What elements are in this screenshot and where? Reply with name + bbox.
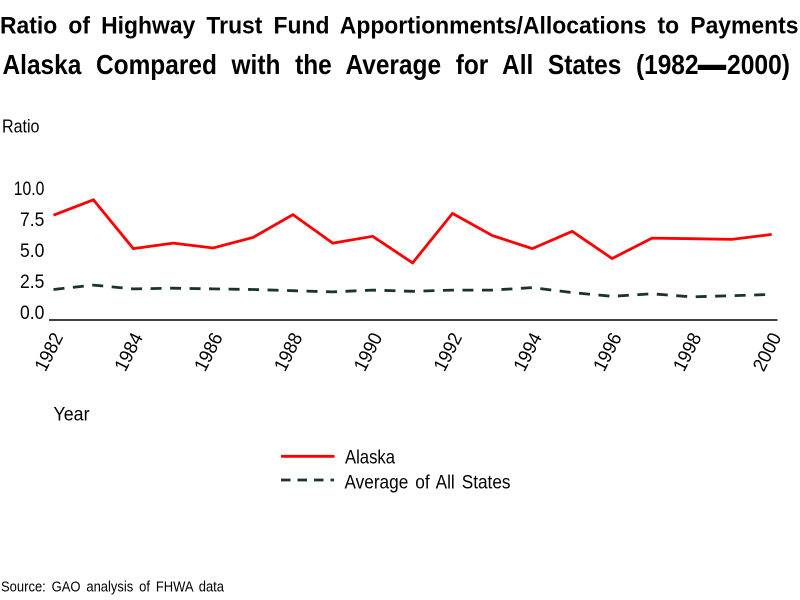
svg-text:7.5: 7.5: [20, 209, 44, 231]
svg-text:Average of All States: Average of All States: [345, 471, 511, 493]
svg-text:Year: Year: [54, 405, 91, 426]
svg-text:5.0: 5.0: [20, 240, 44, 262]
svg-text:Ratio of Highway Trust Fund Ap: Ratio of Highway Trust Fund Apportionmen…: [0, 13, 799, 40]
svg-text:10.0: 10.0: [14, 178, 45, 200]
svg-text:2000): 2000): [727, 49, 790, 80]
svg-text:Alaska: Alaska: [345, 447, 395, 469]
svg-text:Source: GAO analysis of FHWA d: Source: GAO analysis of FHWA data: [1, 580, 225, 596]
svg-text:Alaska Compared with the Avera: Alaska Compared with the Average for All…: [3, 49, 699, 80]
svg-text:0.0: 0.0: [20, 302, 44, 324]
svg-text:2.5: 2.5: [20, 271, 44, 293]
svg-text:Ratio: Ratio: [2, 117, 40, 137]
